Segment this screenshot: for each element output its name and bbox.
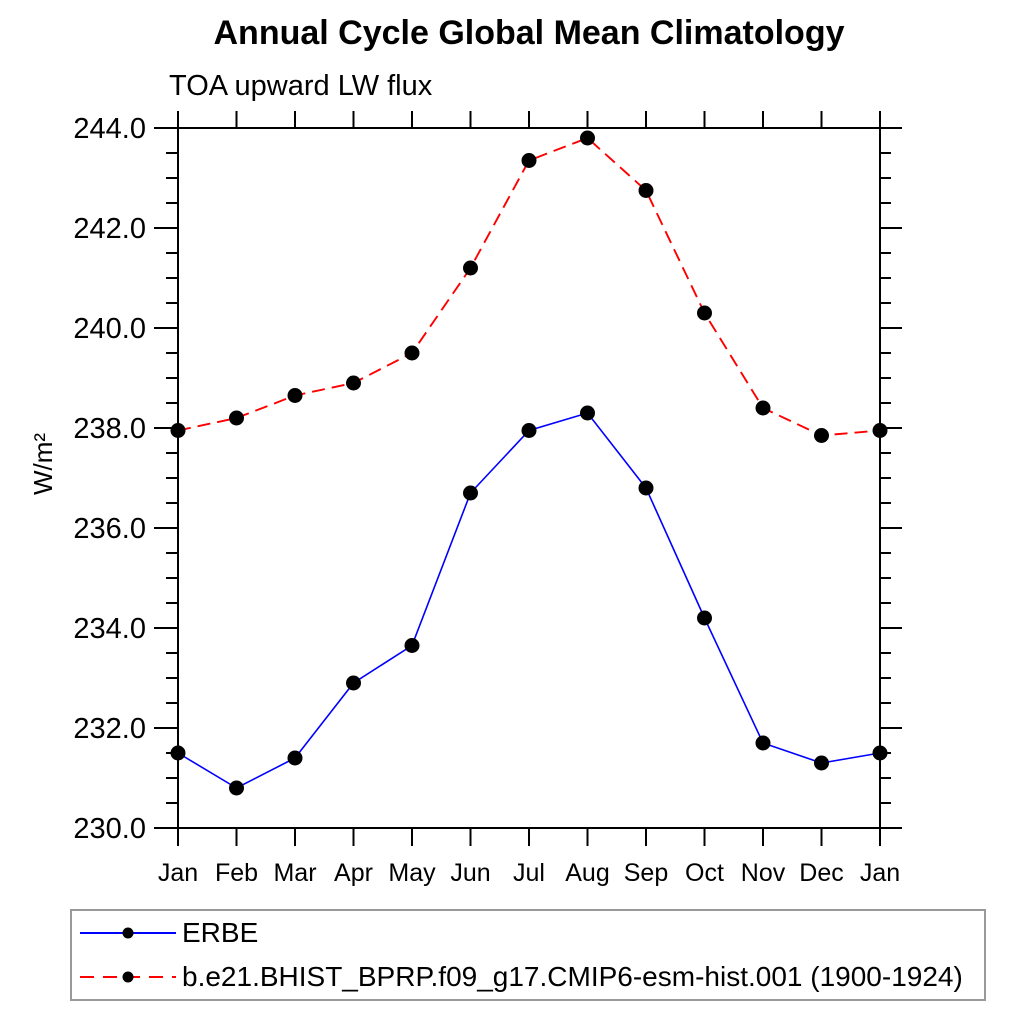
- x-tick-label: Mar: [273, 859, 316, 887]
- series-line-1: [177, 136, 881, 437]
- x-tick-label: May: [388, 859, 436, 887]
- y-tick-label: 240.0: [73, 313, 146, 345]
- x-tick-label: Jan: [860, 859, 900, 887]
- data-point-marker: [521, 153, 537, 168]
- x-tick-label: Jan: [158, 859, 198, 887]
- data-point-marker: [346, 375, 361, 391]
- series-markers-0: [170, 405, 888, 796]
- legend-swatch-solid-line-icon: [80, 927, 176, 939]
- legend-label-model: b.e21.BHIST_BPRP.f09_g17.CMIP6-esm-hist.…: [182, 961, 963, 992]
- legend: ERBE b.e21.BHIST_BPRP.f09_g17.CMIP6-esm-…: [70, 909, 986, 1001]
- data-point-marker: [755, 735, 771, 751]
- data-point-marker: [229, 780, 244, 796]
- plot-frame: [177, 127, 881, 829]
- data-point-marker: [404, 638, 420, 653]
- chart-subtitle: TOA upward LW flux: [169, 70, 433, 102]
- y-tick-label: 232.0: [73, 713, 146, 745]
- chart-title: Annual Cycle Global Mean Climatology: [213, 14, 845, 52]
- legend-item-model: b.e21.BHIST_BPRP.f09_g17.CMIP6-esm-hist.…: [72, 955, 984, 999]
- data-point-marker: [229, 410, 244, 426]
- data-point-marker: [580, 405, 595, 421]
- series-line-0: [177, 412, 881, 789]
- y-tick-label: 244.0: [73, 113, 146, 145]
- data-point-marker: [287, 388, 303, 403]
- data-point-marker: [755, 400, 771, 416]
- x-tick-label: Apr: [334, 859, 373, 887]
- data-point-marker: [814, 755, 829, 771]
- legend-swatch-dashed-line-icon: [80, 971, 176, 983]
- x-tick-label: Jun: [450, 859, 490, 887]
- x-tick-label: Oct: [685, 859, 724, 887]
- x-tick-label: Aug: [565, 859, 609, 887]
- y-tick-label: 236.0: [73, 513, 146, 545]
- legend-label-erbe: ERBE: [182, 917, 259, 948]
- legend-marker-dot: [122, 927, 134, 939]
- x-tick-label: Dec: [799, 859, 843, 887]
- data-point-marker: [521, 423, 537, 438]
- x-axis-ticks: Jan Feb Mar Apr May Jun Jul Aug Sep Oct Nov Dec Jan: [158, 111, 900, 887]
- x-tick-label: Jul: [513, 859, 545, 887]
- data-point-marker: [638, 480, 654, 496]
- data-point-marker: [170, 745, 186, 761]
- data-point-marker: [346, 675, 361, 691]
- series-markers-1: [170, 130, 888, 443]
- y-tick-label: 230.0: [73, 813, 146, 845]
- x-tick-label: Sep: [624, 859, 668, 887]
- data-point-marker: [697, 610, 712, 626]
- data-point-marker: [872, 423, 888, 438]
- x-tick-label: Feb: [215, 859, 258, 887]
- x-tick-label: Nov: [741, 859, 786, 887]
- y-tick-label: 238.0: [73, 413, 146, 445]
- data-point-marker: [814, 428, 829, 443]
- data-point-marker: [170, 423, 186, 438]
- data-point-marker: [463, 260, 478, 276]
- data-point-marker: [463, 485, 478, 501]
- y-tick-label: 234.0: [73, 613, 146, 645]
- legend-marker-dot: [122, 971, 134, 983]
- data-point-marker: [638, 183, 654, 198]
- y-tick-label: 242.0: [73, 213, 146, 245]
- data-point-marker: [287, 750, 303, 766]
- data-point-marker: [404, 345, 420, 361]
- data-point-marker: [872, 745, 888, 761]
- data-point-marker: [580, 130, 595, 146]
- y-axis-ticks: 230.0 232.0 234.0 236.0 238.0 240.0 242.0 244.0: [73, 113, 902, 845]
- legend-item-erbe: ERBE: [72, 911, 984, 955]
- data-point-marker: [697, 305, 712, 321]
